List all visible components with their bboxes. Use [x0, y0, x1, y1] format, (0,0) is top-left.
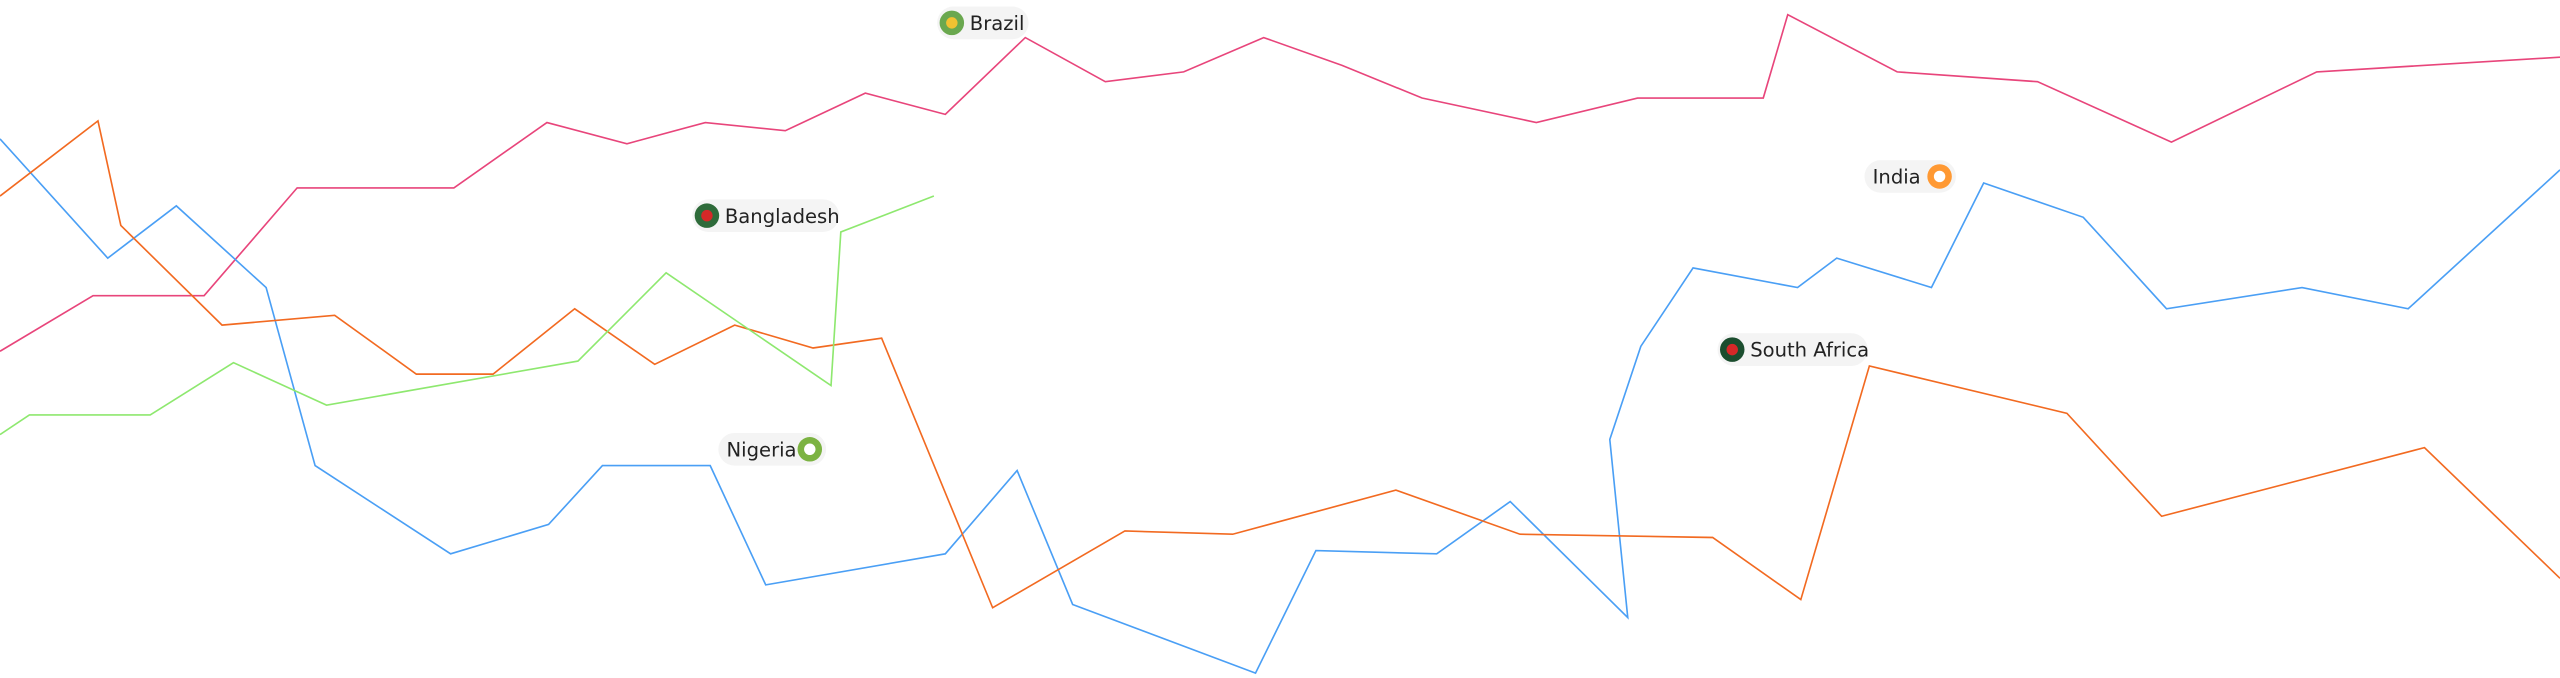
country-label: Brazil: [937, 6, 1029, 40]
series-line: [0, 13, 2560, 352]
label-pill: [718, 432, 827, 466]
flag-detail: [946, 17, 958, 29]
label-text: Nigeria: [727, 438, 797, 461]
country-label: Bangladesh: [692, 199, 840, 232]
label-text: Brazil: [970, 12, 1025, 35]
flag-detail: [804, 443, 816, 455]
label-pill: [692, 199, 840, 232]
flag-detail: [1726, 343, 1738, 356]
label-text: India: [1873, 166, 1921, 189]
flag-detail: [1933, 170, 1946, 183]
series-line: [0, 195, 935, 436]
label-text: Bangladesh: [725, 205, 840, 228]
series-line: [0, 119, 2560, 609]
country-label: India: [1864, 160, 1956, 193]
flag-detail: [701, 209, 713, 222]
country-label: Nigeria: [718, 432, 827, 466]
country-label: South Africa: [1717, 333, 1869, 366]
label-text: South Africa: [1750, 339, 1869, 362]
label-pill: [1717, 333, 1868, 366]
series-line: [0, 138, 2560, 675]
